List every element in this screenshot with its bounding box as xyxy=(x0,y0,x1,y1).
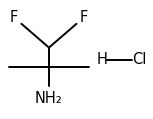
Text: Cl: Cl xyxy=(132,52,146,67)
Text: H: H xyxy=(96,52,107,67)
Text: F: F xyxy=(10,10,18,25)
Text: F: F xyxy=(80,10,88,25)
Text: NH₂: NH₂ xyxy=(35,91,63,106)
